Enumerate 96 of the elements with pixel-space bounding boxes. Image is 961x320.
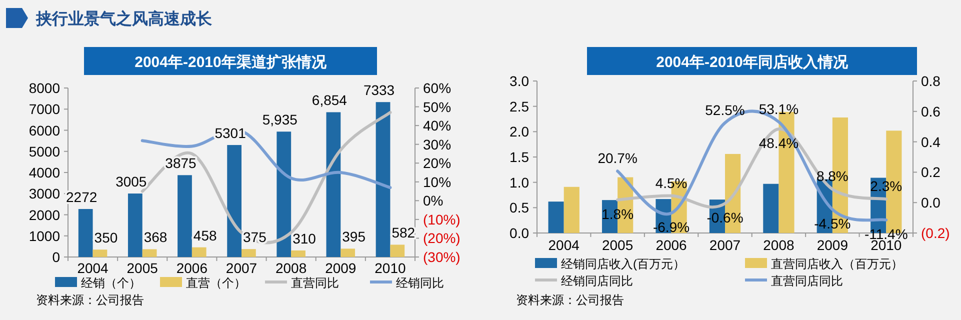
y-tick-label: 3000 [28,186,60,202]
y2-tick-label: 0.6 [921,103,941,120]
bar [763,184,779,233]
y-tick-label: 0.0 [510,225,530,241]
bar [128,194,142,257]
text: 资料来源：公司报告 [36,293,144,307]
bar [291,250,306,257]
data-label: 310 [292,230,316,246]
bar [92,250,108,257]
x-tick-label: 2008 [275,260,307,276]
bar [192,247,206,257]
x-tick-label: 2004 [548,237,580,253]
bar [242,249,256,257]
data-label: 6,854 [312,92,348,108]
legend-label: 直营同店收入（百万元） [771,257,903,271]
bar [564,186,580,233]
y2-tick-label: 40% [423,118,452,134]
data-label: 458 [193,227,218,244]
x-tick-label: 2009 [816,237,848,253]
y2-tick-label: (0.2) [921,225,950,241]
x-tick-label: 2007 [709,237,741,253]
legend-label: 经销同比 [396,276,444,290]
bar [390,244,405,257]
y-tick-label: 3.0 [510,73,530,89]
y-tick-label: 1000 [28,228,60,244]
x-tick-label: 2009 [325,260,356,276]
data-label: 395 [342,228,366,245]
y2-tick-label: 30% [423,136,452,152]
data-label: 7333 [363,82,395,98]
data-label: 3875 [165,155,197,172]
bar [178,175,192,257]
x-tick-label: 2006 [656,237,688,253]
data-label: 2.3% [870,178,902,194]
data-label: 2272 [66,189,98,206]
y-tick-label: 4000 [28,164,60,180]
data-label: 4.5% [655,174,688,191]
bar [78,209,93,257]
data-label: 368 [144,229,168,246]
y-tick-label: 0 [52,249,60,265]
bar [142,249,157,257]
legend-label: 直营同店同比 [771,274,843,288]
text: 挟行业景气之风高速成长 [35,9,213,28]
y-tick-label: 8000 [28,80,60,96]
y2-tick-label: (30%) [423,249,460,265]
bar [340,248,356,257]
data-label: 52.5% [705,102,745,118]
x-tick-label: 2010 [374,260,406,276]
legend-label: 经销同店同比 [561,274,633,288]
data-label: 375 [243,229,267,246]
data-label: 53.1% [758,100,799,117]
x-tick-label: 2008 [763,237,794,253]
data-label: 5,935 [262,112,298,128]
x-tick-label: 2005 [602,237,634,253]
y-tick-label: 2.5 [510,98,530,114]
y2-tick-label: 10% [423,174,452,190]
bar [548,202,564,233]
y2-tick-label: 50% [423,98,452,115]
y-tick-label: 1.0 [510,174,530,190]
text: 资料来源：公司报告 [516,293,624,307]
x-tick-label: 2005 [126,260,158,276]
y2-tick-label: 20% [423,155,452,172]
y-tick-label: 5000 [28,143,60,160]
bar [376,102,390,257]
y-tick-label: 2.0 [510,124,530,140]
data-label: 20.7% [598,150,638,166]
bar [326,112,341,257]
data-label: 350 [94,230,118,246]
legend-label: 经销（个） [81,276,141,290]
legend-label: 直营同比 [291,276,339,290]
chart-title: 2004年-2010年同店收入情况 [656,53,849,71]
y2-tick-label: 60% [423,80,452,96]
data-label: 48.4% [758,135,799,152]
y-tick-label: 0.5 [510,200,530,216]
legend-label: 直营（个） [186,276,246,290]
y2-tick-label: 0.4 [921,134,941,150]
data-label: 5301 [214,125,246,142]
y2-tick-label: 0.0 [921,194,941,211]
y2-tick-label: (10%) [423,211,460,228]
x-tick-label: 2004 [77,260,109,276]
y2-tick-label: (20%) [423,230,460,246]
y2-tick-label: 0.8 [921,73,941,89]
bar [276,132,292,257]
legend-label: 经销同店收入(百万元） [561,257,685,271]
bar [227,145,242,257]
x-tick-label: 2007 [226,260,258,276]
y-tick-label: 1.5 [510,149,530,165]
data-label: 8.8% [816,168,848,184]
x-tick-label: 2006 [176,260,208,276]
y-tick-label: 6000 [28,122,60,138]
y-tick-label: 7000 [28,101,60,118]
y-tick-label: 2000 [28,206,60,223]
y2-tick-label: 0% [423,192,444,209]
data-label: 3005 [116,174,147,190]
chart-title: 2004年-2010年渠道扩张情况 [134,53,328,71]
y2-tick-label: 0.2 [921,164,941,180]
data-label: 582 [392,224,416,241]
